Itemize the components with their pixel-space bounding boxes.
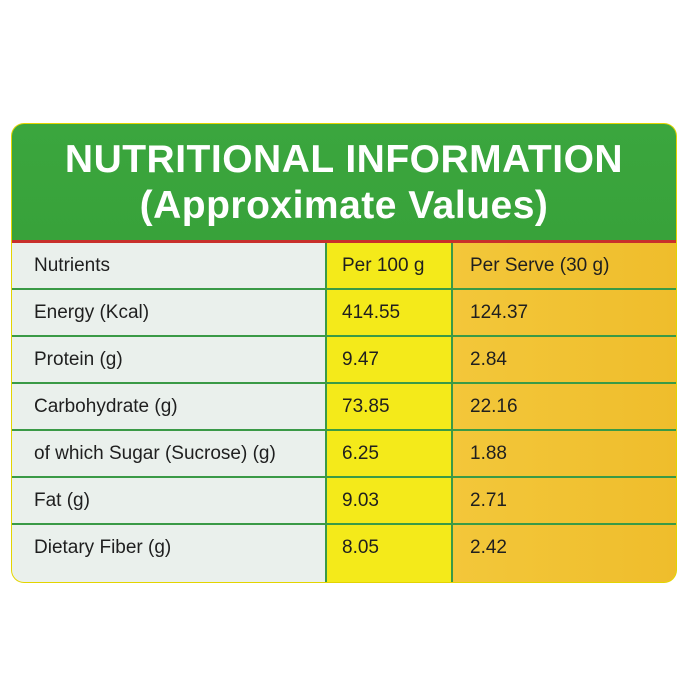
per-100g-value: 73.85 bbox=[342, 396, 390, 417]
label-header: NUTRITIONAL INFORMATION (Approximate Val… bbox=[12, 124, 676, 243]
column-header-nutrients: Nutrients bbox=[34, 255, 111, 276]
per-serve-column-bg bbox=[452, 243, 676, 582]
table-row: of which Sugar (Sucrose) (g) 6.25 1.88 bbox=[12, 431, 676, 478]
table-header-row: Nutrients Per 100 g Per Serve (30 g) bbox=[12, 243, 676, 290]
nutrient-name: Energy (Kcal) bbox=[34, 302, 150, 323]
per-100g-value: 9.03 bbox=[342, 490, 379, 511]
label-title: NUTRITIONAL INFORMATION bbox=[64, 138, 624, 181]
per-serve-value: 2.84 bbox=[470, 349, 507, 370]
per-100g-value: 9.47 bbox=[342, 349, 379, 370]
per-100g-value: 414.55 bbox=[342, 302, 401, 323]
column-divider bbox=[325, 243, 327, 582]
per-100g-value: 6.25 bbox=[342, 443, 379, 464]
per-serve-value: 1.88 bbox=[470, 443, 507, 464]
table-row: Dietary Fiber (g) 8.05 2.42 bbox=[12, 525, 676, 572]
per-100g-value: 8.05 bbox=[342, 537, 379, 558]
column-header-per-100g: Per 100 g bbox=[342, 255, 425, 276]
nutrient-name: Fat (g) bbox=[34, 490, 90, 511]
nutrition-table: Nutrients Per 100 g Per Serve (30 g) Ene… bbox=[12, 243, 676, 582]
nutrient-name: Carbohydrate (g) bbox=[34, 396, 178, 417]
per-serve-value: 2.71 bbox=[470, 490, 507, 511]
per-100g-column-bg bbox=[326, 243, 452, 582]
nutrient-column-bg bbox=[12, 243, 326, 582]
table-row: Carbohydrate (g) 73.85 22.16 bbox=[12, 384, 676, 431]
per-serve-value: 2.42 bbox=[470, 537, 507, 558]
table-row: Fat (g) 9.03 2.71 bbox=[12, 478, 676, 525]
table-row: Energy (Kcal) 414.55 124.37 bbox=[12, 290, 676, 337]
per-serve-value: 124.37 bbox=[470, 302, 529, 323]
per-serve-value: 22.16 bbox=[470, 396, 518, 417]
label-subtitle: (Approximate Values) bbox=[139, 184, 549, 227]
column-divider bbox=[451, 243, 453, 582]
nutrient-name: of which Sugar (Sucrose) (g) bbox=[34, 443, 276, 464]
table-row: Protein (g) 9.47 2.84 bbox=[12, 337, 676, 384]
nutrition-label: NUTRITIONAL INFORMATION (Approximate Val… bbox=[12, 124, 676, 582]
column-header-per-serve: Per Serve (30 g) bbox=[470, 255, 610, 276]
nutrient-name: Dietary Fiber (g) bbox=[34, 537, 172, 558]
nutrient-name: Protein (g) bbox=[34, 349, 123, 370]
